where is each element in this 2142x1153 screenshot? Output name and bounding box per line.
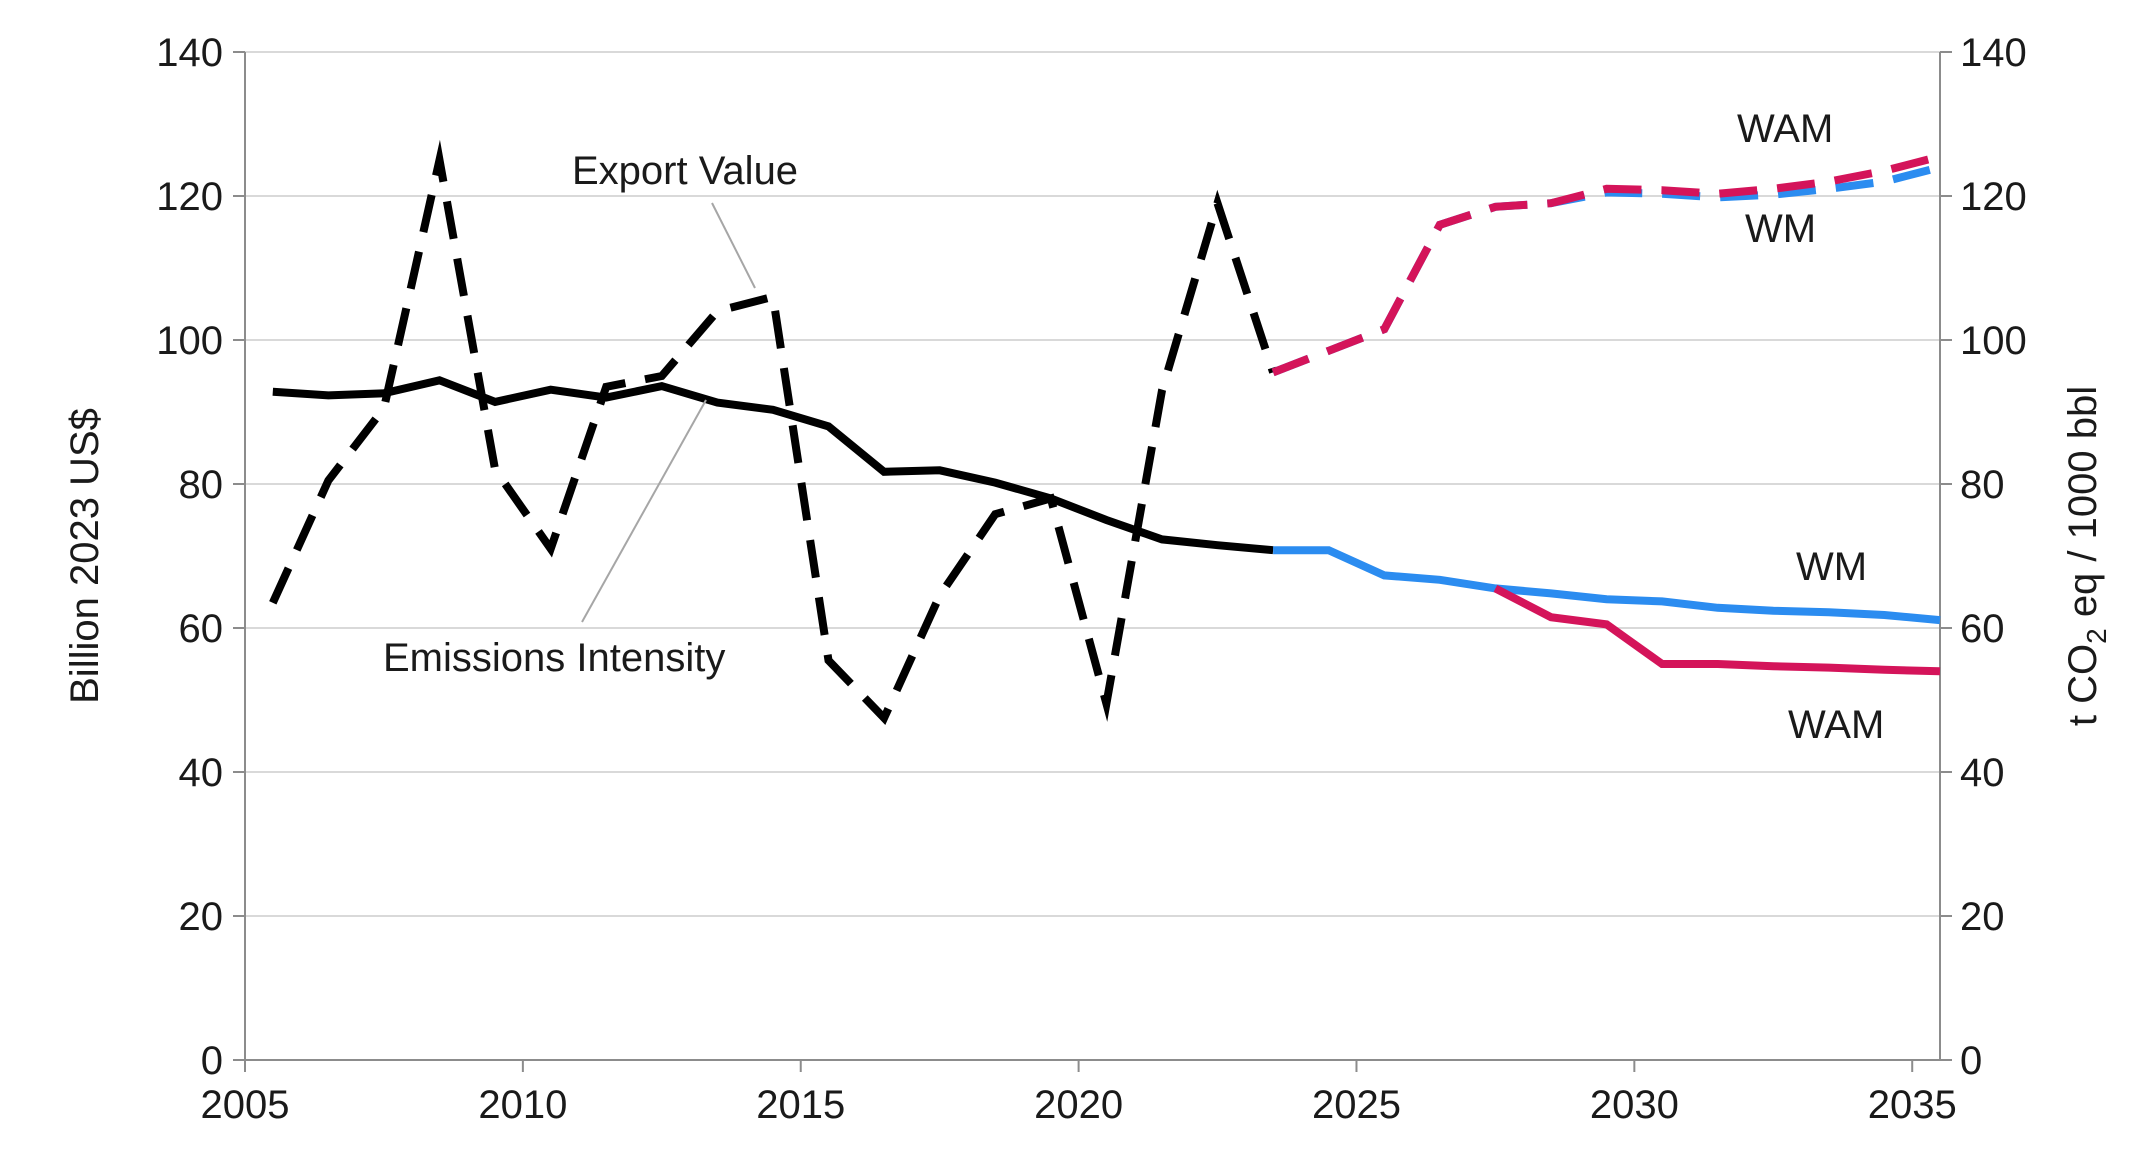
left-tick-label: 20 [179, 895, 224, 939]
left-tick-label: 100 [156, 319, 223, 363]
wam-top-annotation: WAM [1737, 107, 1833, 151]
wm-top-annotation: WM [1745, 207, 1816, 251]
left-tick-label: 0 [201, 1039, 223, 1083]
left-tick-label: 40 [179, 751, 224, 795]
export-value-leader [711, 202, 756, 289]
right-tick-label: 60 [1960, 607, 2005, 651]
right-tick-label: 20 [1960, 895, 2005, 939]
right-tick-label: 140 [1960, 31, 2027, 75]
left-tick-label: 80 [179, 463, 224, 507]
left-axis-title: Billion 2023 US$ [63, 408, 107, 704]
series-line-emissions-intensity-wm [1273, 546, 1941, 625]
x-tick-label: 2010 [478, 1083, 567, 1127]
emissions-intensity-annotation: Emissions Intensity [383, 636, 725, 680]
emissions-intensity-leader [581, 399, 707, 623]
annotations: Export Value Emissions Intensity WAM WM … [383, 107, 1884, 747]
x-tick-label: 2015 [756, 1083, 845, 1127]
right-tick-label: 120 [1960, 175, 2027, 219]
wm-bottom-annotation: WM [1796, 545, 1867, 589]
x-tick-label: 2020 [1034, 1083, 1123, 1127]
series-line-export-value-wm [1271, 163, 1942, 377]
series [269, 139, 1942, 726]
right-axis-title: t CO2 eq / 1000 bbl [2061, 386, 2112, 726]
wam-bottom-annotation: WAM [1788, 703, 1884, 747]
x-tick-label: 2025 [1312, 1083, 1401, 1127]
right-axis-title-subscript: 2 [2081, 628, 2112, 644]
x-tick-label: 2030 [1590, 1083, 1679, 1127]
right-tick-label: 100 [1960, 319, 2027, 363]
left-tick-label: 140 [156, 31, 223, 75]
x-tick-label: 2035 [1868, 1083, 1957, 1127]
series-line-emissions-intensity-wam [1493, 584, 1941, 676]
gridlines [245, 51, 1940, 917]
export-value-annotation: Export Value [572, 149, 798, 193]
right-axis-title-suffix: eq / 1000 bbl [2061, 386, 2105, 628]
axis-titles: Billion 2023 US$ t CO2 eq / 1000 bbl [63, 386, 2112, 726]
ticks: 0 20 40 60 80 100 120 140 0 20 40 60 80 100 120 140 2005… [156, 31, 2027, 1127]
right-axis-title-prefix: t CO [2061, 644, 2105, 726]
right-tick-label: 40 [1960, 751, 2005, 795]
left-tick-label: 60 [179, 607, 224, 651]
series-line-export-value-historical [269, 139, 1277, 726]
axes [244, 52, 1941, 1061]
series-line-export-value-wam [1271, 152, 1942, 377]
right-tick-label: 0 [1960, 1039, 1982, 1083]
right-tick-label: 80 [1960, 463, 2005, 507]
x-tick-label: 2005 [201, 1083, 290, 1127]
left-tick-label: 120 [156, 175, 223, 219]
series-line-emissions-intensity-historical [272, 376, 1274, 555]
